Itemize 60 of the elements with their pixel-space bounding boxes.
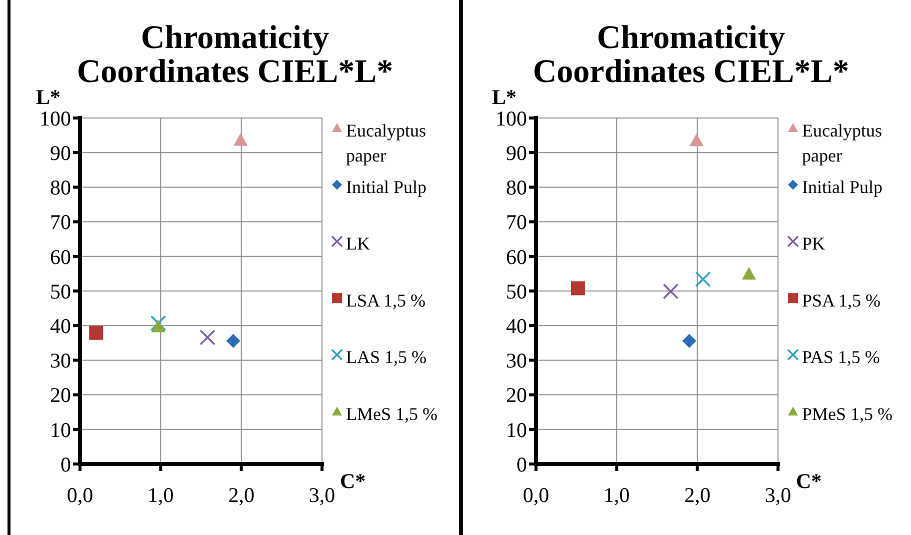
x-tick-label: 1,0 bbox=[148, 483, 174, 507]
y-tick-label: 20 bbox=[506, 383, 527, 408]
point bbox=[226, 334, 240, 348]
y-tick-label: 30 bbox=[506, 348, 527, 373]
y-tick-label: 50 bbox=[506, 279, 527, 304]
y-tick-label: 100 bbox=[496, 106, 527, 130]
y-tick-label: 90 bbox=[50, 140, 71, 165]
x-tick-label: 2,0 bbox=[684, 483, 710, 507]
y-tick-label: 90 bbox=[506, 140, 527, 165]
legend-label: LSA 1,5 % bbox=[346, 290, 426, 310]
point bbox=[89, 326, 104, 340]
legend-label: LAS 1,5 % bbox=[346, 347, 427, 368]
y-tick-label: 10 bbox=[50, 418, 71, 442]
y-tick-label: 80 bbox=[506, 176, 527, 200]
legend-label: PSA 1,5 % bbox=[802, 290, 881, 310]
point bbox=[662, 283, 679, 300]
x-tick-label: 2,0 bbox=[228, 483, 254, 507]
y-tick-label: 70 bbox=[506, 210, 527, 234]
point bbox=[151, 320, 166, 332]
legend-label: Eucalyptus paper bbox=[802, 120, 882, 166]
y-tick-label: 20 bbox=[50, 383, 71, 408]
legend-label: Eucalyptus paper bbox=[346, 120, 426, 166]
x-tick-label: 3,0 bbox=[308, 483, 336, 507]
point bbox=[695, 271, 711, 288]
point bbox=[200, 329, 216, 346]
x-tick-label: 0,0 bbox=[66, 483, 94, 507]
y-tick-label: 60 bbox=[506, 244, 527, 269]
y-tick-label: 30 bbox=[50, 348, 71, 373]
y-tick-label: 70 bbox=[50, 210, 71, 234]
legend-label: Initial Pulp bbox=[346, 177, 426, 197]
chart-title: Chromaticity Coordinates CIEL*L* bbox=[76, 20, 394, 90]
y-tick-label: 50 bbox=[50, 279, 71, 304]
x-axis-title: C* bbox=[796, 469, 822, 493]
legend-label: Initial Pulp bbox=[802, 177, 882, 197]
x-tick-label: 3,0 bbox=[764, 483, 792, 507]
point bbox=[742, 267, 756, 280]
legend-label: LK bbox=[346, 234, 370, 254]
x-tick-label: 1,0 bbox=[604, 483, 630, 507]
legend-label: PAS 1,5 % bbox=[802, 347, 880, 368]
point bbox=[570, 281, 585, 296]
y-tick-label: 100 bbox=[40, 106, 71, 130]
y-tick-label: 40 bbox=[50, 314, 71, 338]
point bbox=[682, 334, 696, 348]
y-axis-title: L* bbox=[36, 85, 61, 109]
y-tick-label: 0 bbox=[516, 452, 527, 476]
legend-label: PK bbox=[802, 234, 826, 254]
point bbox=[690, 133, 704, 146]
x-axis-title: C* bbox=[340, 469, 366, 493]
point bbox=[150, 315, 166, 332]
y-axis-title: L* bbox=[492, 85, 517, 109]
legend-label: LMeS 1,5 % bbox=[346, 404, 438, 424]
y-tick-label: 80 bbox=[50, 176, 71, 200]
y-tick-label: 40 bbox=[506, 314, 527, 338]
x-tick-label: 0,0 bbox=[522, 483, 550, 507]
legend-label: PMeS 1,5 % bbox=[802, 404, 893, 424]
y-tick-label: 60 bbox=[50, 244, 71, 269]
chart-title: Chromaticity Coordinates CIEL*L* bbox=[532, 20, 850, 90]
point bbox=[234, 133, 248, 146]
y-tick-label: 0 bbox=[60, 452, 71, 476]
y-tick-label: 10 bbox=[506, 418, 527, 442]
